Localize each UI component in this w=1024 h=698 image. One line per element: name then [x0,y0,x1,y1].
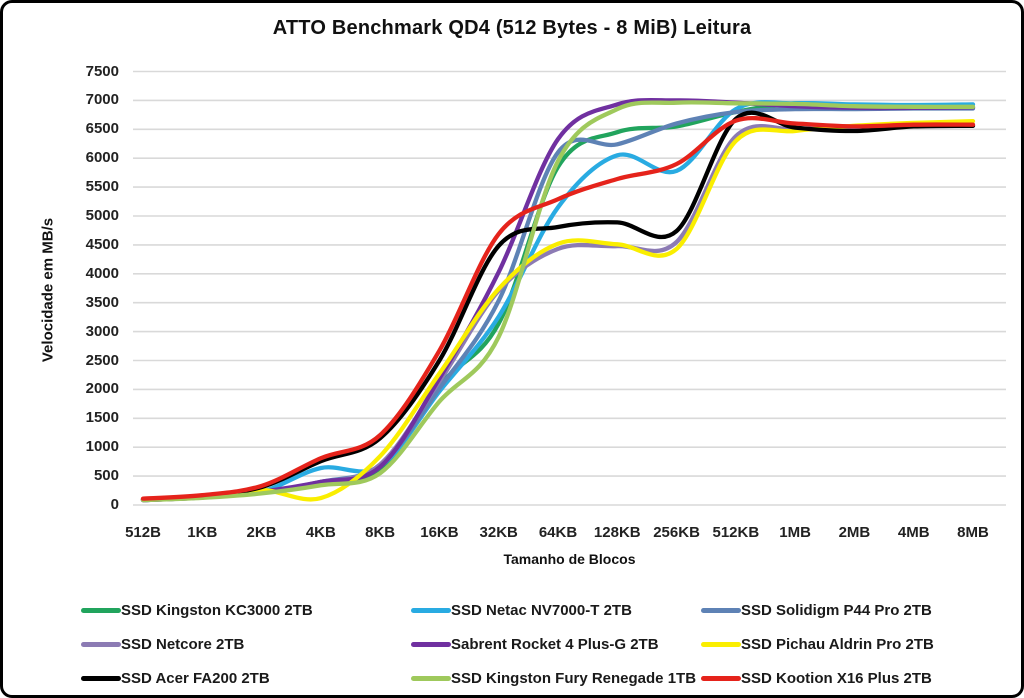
legend-label: SSD Solidigm P44 Pro 2TB [741,602,932,619]
legend-item: SSD Solidigm P44 Pro 2TB [701,600,934,621]
legend-line-swatch [81,676,121,681]
legend-line-swatch [81,642,121,647]
x-tick-label: 4MB [897,524,930,541]
legend-line-swatch [701,676,741,681]
legend-label: SSD Pichau Aldrin Pro 2TB [741,636,934,653]
x-axis-title: Tamanho de Blocos [503,551,636,567]
legend-label: SSD Kingston KC3000 2TB [121,602,313,619]
legend-item: SSD Acer FA200 2TB [81,668,411,689]
legend-line-swatch [701,642,741,647]
chart-legend: SSD Kingston KC3000 2TB SSD Netac NV7000-… [81,600,934,689]
y-tick-label: 4000 [85,264,119,282]
y-tick-label: 3500 [85,293,119,311]
x-tick-label: 256KB [653,524,700,541]
y-tick-label: 0 [110,496,119,513]
y-tick-label: 5000 [85,207,119,224]
x-tick-label: 8MB [957,524,989,541]
y-tick-label: 1000 [85,438,119,456]
y-tick-label: 6000 [85,149,119,167]
x-tick-label: 128KB [593,524,641,541]
y-tick-label: 500 [93,467,119,485]
y-tick-label: 2000 [85,380,119,398]
x-tick-label: 32KB [479,524,518,541]
chart-title: ATTO Benchmark QD4 (512 Bytes - 8 MiB) L… [272,17,752,39]
y-tick-label: 1500 [85,409,119,427]
x-tick-label: 512KB [712,524,760,541]
y-tick-label: 6500 [85,120,119,138]
plot-area [133,70,1006,506]
x-tick-label: 1KB [187,524,218,541]
legend-line-swatch [411,608,451,613]
x-tick-label: 8KB [365,524,396,541]
y-tick-label: 7000 [85,91,119,109]
legend-label: SSD Netcore 2TB [121,636,245,653]
legend-label: SSD Netac NV7000-T 2TB [451,602,632,619]
x-tick-label: 1MB [779,524,811,541]
y-tick-label: 2500 [85,351,119,369]
x-tick-label: 16KB [420,524,459,541]
x-tick-label: 4KB [305,524,336,541]
legend-item: SSD Pichau Aldrin Pro 2TB [701,634,934,655]
series-line [140,115,976,501]
y-tick-label: 7500 [85,62,119,80]
legend-line-swatch [411,642,451,647]
x-tick-label: 2KB [246,524,277,541]
y-axis-title: Velocidade em MB/s [39,217,57,363]
y-tick-label: 5500 [85,178,119,196]
legend-label: Sabrent Rocket 4 Plus-G 2TB [451,636,659,653]
x-tick-label: 2MB [838,524,871,541]
series-line [140,119,976,502]
series-line [140,123,976,503]
legend-item: SSD Kingston KC3000 2TB [81,600,411,621]
y-tick-label: 3000 [85,322,119,340]
x-tick-label: 512B [125,524,161,541]
legend-label: SSD Kingston Fury Renegade 1TB [451,670,697,687]
legend-item: Sabrent Rocket 4 Plus-G 2TB [411,634,701,655]
legend-label: SSD Acer FA200 2TB [121,670,270,687]
series-line [140,100,976,503]
legend-label: SSD Kootion X16 Plus 2TB [741,670,932,687]
legend-line-swatch [701,608,741,613]
legend-item: SSD Kingston Fury Renegade 1TB [411,668,701,689]
y-tick-label: 4500 [85,235,119,253]
series-line [140,97,976,503]
legend-line-swatch [81,608,121,613]
legend-item: SSD Netcore 2TB [81,634,411,655]
x-tick-label: 64KB [538,524,578,541]
legend-item: SSD Kootion X16 Plus 2TB [701,668,934,689]
legend-item: SSD Netac NV7000-T 2TB [411,600,701,621]
legend-line-swatch [411,676,451,681]
